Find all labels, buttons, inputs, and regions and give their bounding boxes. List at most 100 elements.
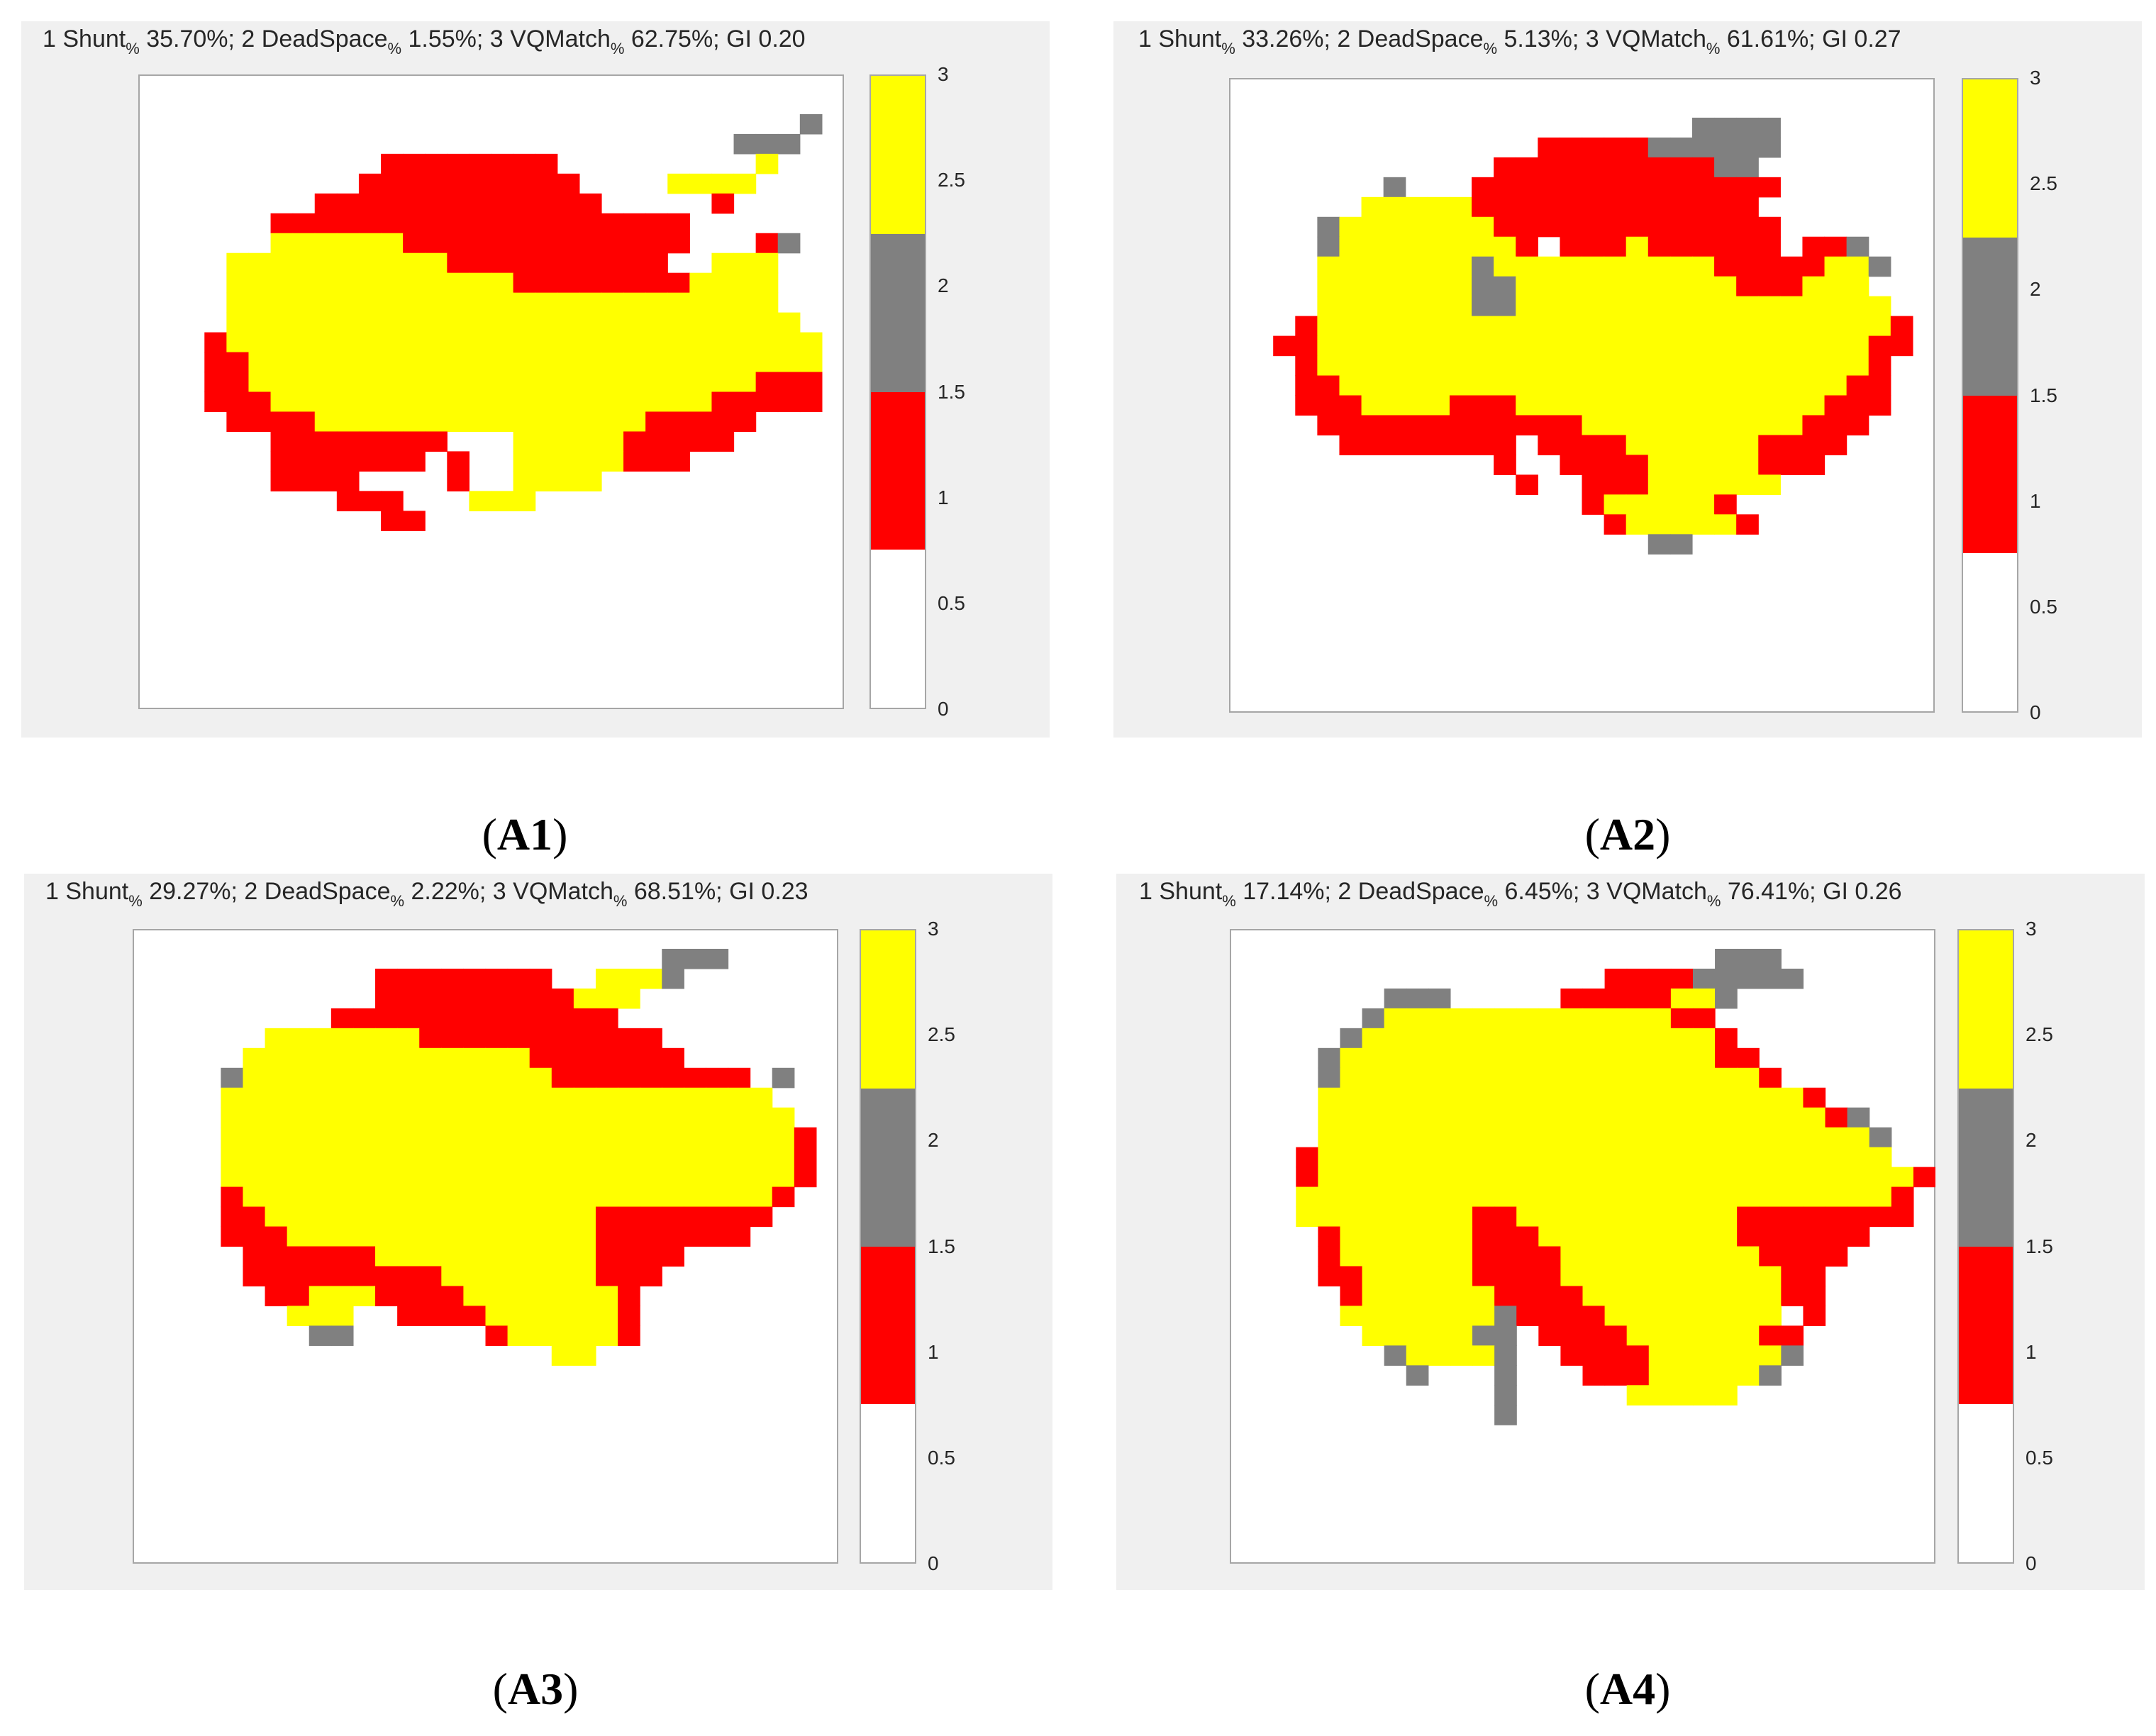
vqmatch-cell	[1494, 1028, 1517, 1049]
vqmatch-cell	[1759, 1266, 1782, 1287]
shunt-cell	[529, 1028, 552, 1049]
vqmatch-cell	[419, 1147, 442, 1168]
vqmatch-cell	[1759, 1167, 1782, 1188]
vqmatch-cell	[1669, 455, 1693, 475]
vqmatch-cell	[799, 332, 823, 353]
shunt-cell	[403, 193, 426, 214]
shunt-cell	[557, 233, 580, 254]
shunt-cell	[1846, 415, 1869, 436]
vqmatch-cell	[309, 1167, 332, 1188]
shunt-cell	[314, 471, 338, 491]
colorbar-tick-label: 2.5	[2026, 1023, 2053, 1046]
vqmatch-cell	[1626, 1286, 1650, 1307]
shunt-cell	[491, 193, 514, 214]
shunt-cell	[1516, 157, 1538, 178]
vqmatch-cell	[330, 1167, 354, 1188]
vqmatch-cell	[1472, 375, 1494, 396]
shunt-cell	[469, 213, 492, 234]
vqmatch-cell	[221, 1087, 244, 1108]
vqmatch-cell	[1560, 1067, 1584, 1089]
vqmatch-cell	[1737, 1087, 1760, 1108]
vqmatch-cell	[1626, 1226, 1650, 1247]
vqmatch-cell	[1516, 1047, 1539, 1069]
vqmatch-cell	[689, 292, 713, 313]
vqmatch-cell	[1516, 296, 1538, 317]
shunt-cell	[1669, 196, 1693, 218]
vqmatch-cell	[1406, 1186, 1429, 1208]
vqmatch-cell	[529, 1127, 552, 1148]
vqmatch-cell	[1472, 1167, 1495, 1188]
vqmatch-cell	[1825, 1127, 1848, 1148]
vqmatch-cell	[1647, 494, 1671, 515]
deadspace-cell	[1715, 948, 1738, 969]
vqmatch-cell	[1604, 1107, 1628, 1128]
vqmatch-cell	[1427, 196, 1450, 218]
vqmatch-cell	[573, 1306, 596, 1326]
vqmatch-cell	[1427, 236, 1450, 257]
deadspace-cell	[1868, 256, 1891, 277]
vqmatch-cell	[535, 372, 558, 393]
colorbar-tick-label: 1.5	[2030, 384, 2057, 406]
vqmatch-cell	[728, 1127, 751, 1148]
vqmatch-cell	[1428, 1246, 1451, 1267]
vqmatch-cell	[1803, 1107, 1826, 1128]
shunt-cell	[1648, 968, 1672, 989]
vqmatch-cell	[336, 272, 360, 294]
vqmatch-cell	[1824, 335, 1847, 357]
vqmatch-cell	[248, 312, 272, 333]
vqmatch-cell	[309, 1047, 332, 1069]
shunt-cell	[1560, 415, 1583, 436]
vqmatch-cell	[441, 1067, 464, 1089]
deadspace-cell	[1494, 1325, 1517, 1346]
shunt-cell	[1582, 1306, 1606, 1326]
vqmatch-cell	[1604, 1186, 1628, 1208]
shunt-cell	[375, 968, 398, 989]
vqmatch-cell	[1560, 1147, 1584, 1168]
vqmatch-cell	[1692, 988, 1716, 1009]
vqmatch-cell	[1361, 256, 1384, 277]
vqmatch-cell	[1648, 1226, 1672, 1247]
shunt-cell	[1802, 256, 1826, 277]
vqmatch-cell	[1538, 1028, 1561, 1049]
vqmatch-cell	[689, 372, 713, 393]
vqmatch-cell	[733, 292, 757, 313]
vqmatch-cell	[1648, 1186, 1672, 1208]
vqmatch-cell	[425, 411, 448, 433]
colorbar-tick-label: 1.5	[928, 1235, 955, 1257]
vqmatch-cell	[1714, 435, 1737, 456]
shunt-cell	[375, 1266, 398, 1287]
shunt-cell	[381, 511, 404, 531]
vqmatch-cell	[1669, 355, 1693, 377]
vqmatch-cell	[1340, 1107, 1363, 1128]
vqmatch-cell	[352, 1147, 376, 1168]
vqmatch-cell	[1406, 1226, 1429, 1247]
shunt-cell	[469, 252, 492, 274]
vqmatch-cell	[491, 352, 514, 373]
shunt-cell	[1449, 395, 1472, 416]
vqmatch-cell	[1626, 296, 1649, 317]
shunt-cell	[1846, 395, 1869, 416]
colorbar-tick-label: 3	[2026, 918, 2037, 940]
vqmatch-cell	[330, 1206, 354, 1228]
shunt-cell	[1494, 1266, 1517, 1287]
vqmatch-cell	[1648, 1127, 1672, 1148]
shunt-cell	[1317, 395, 1340, 416]
vqmatch-cell	[1604, 335, 1627, 357]
vqmatch-cell	[623, 411, 646, 433]
vqmatch-cell	[1582, 1246, 1606, 1267]
shunt-cell	[1427, 435, 1450, 456]
vqmatch-cell	[529, 1067, 552, 1089]
vqmatch-cell	[1318, 1087, 1341, 1108]
vqmatch-cell	[1427, 256, 1450, 277]
shunt-cell	[750, 1206, 773, 1228]
vqmatch-cell	[1626, 1127, 1650, 1148]
shunt-cell	[447, 233, 469, 254]
shunt-cell	[1560, 157, 1583, 178]
vqmatch-cell	[1691, 415, 1715, 436]
vqmatch-cell	[336, 292, 360, 313]
vqmatch-cell	[441, 1087, 464, 1108]
vqmatch-cell	[1670, 1047, 1694, 1069]
vqmatch-cell	[381, 411, 404, 433]
vqmatch-cell	[1648, 1008, 1672, 1029]
vqmatch-cell	[397, 1206, 420, 1228]
